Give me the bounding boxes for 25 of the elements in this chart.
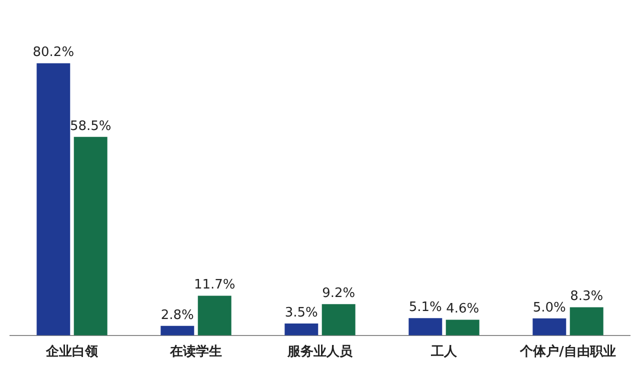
x-tick-label: 在读学生: [169, 344, 222, 360]
data-label: 9.2%: [322, 286, 356, 302]
bar: [284, 324, 318, 336]
data-label: 8.3%: [570, 289, 604, 304]
data-label: 11.7%: [194, 278, 236, 293]
x-tick-label: 个体户/自由职业: [519, 344, 616, 360]
x-tick-label: 企业白领: [45, 344, 99, 360]
bar: [198, 296, 232, 336]
bar: [446, 320, 480, 336]
bar: [532, 318, 566, 336]
data-label: 3.5%: [284, 305, 318, 320]
bar: [322, 304, 356, 336]
bar: [36, 63, 70, 336]
data-label: 5.0%: [532, 300, 566, 316]
data-label: 2.8%: [160, 308, 194, 323]
bar: [160, 326, 194, 336]
data-label: 4.6%: [446, 302, 480, 317]
bar: [74, 136, 108, 336]
bar: [570, 307, 604, 336]
data-label: 58.5%: [70, 118, 112, 134]
x-tick-label: 工人: [430, 344, 458, 360]
x-tick-label: 服务业人员: [286, 344, 354, 360]
bar: [408, 318, 442, 336]
data-label: 80.2%: [32, 45, 74, 60]
data-label: 5.1%: [408, 300, 442, 315]
